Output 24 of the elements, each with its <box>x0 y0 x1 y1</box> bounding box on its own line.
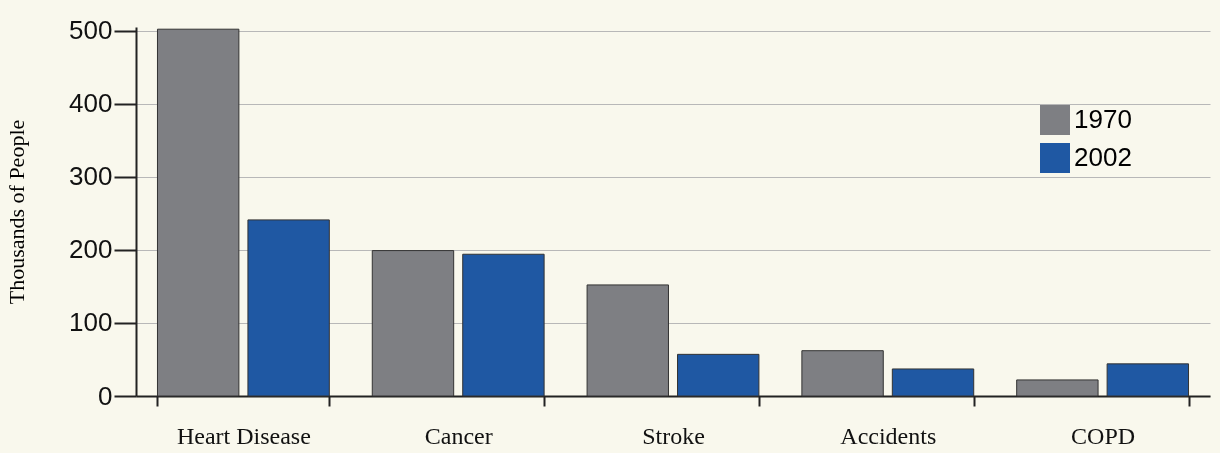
y-tick-label: 0 <box>98 380 113 411</box>
y-tick-label: 100 <box>69 307 113 338</box>
bar <box>371 250 455 397</box>
y-axis-title: Thousands of People <box>4 119 30 305</box>
y-tick-label: 200 <box>69 234 113 265</box>
bar <box>586 284 669 397</box>
bar <box>1016 379 1099 397</box>
bar <box>462 253 545 397</box>
legend-label: 2002 <box>1074 142 1132 172</box>
x-tick-label: Heart Disease <box>176 422 311 449</box>
bar <box>801 350 884 397</box>
legend-label: 1970 <box>1074 104 1132 134</box>
y-tick-label: 300 <box>69 161 113 192</box>
bar <box>247 219 330 397</box>
bar <box>1106 363 1190 397</box>
x-tick-label: Stroke <box>642 422 705 449</box>
bar <box>677 353 760 397</box>
bar <box>156 28 240 397</box>
bar <box>891 368 975 397</box>
x-tick-label: COPD <box>1071 422 1136 449</box>
y-tick-label: 400 <box>69 88 113 119</box>
y-tick-label: 500 <box>69 15 113 46</box>
x-tick-label: Cancer <box>424 422 493 449</box>
x-tick-label: Accidents <box>840 422 937 449</box>
